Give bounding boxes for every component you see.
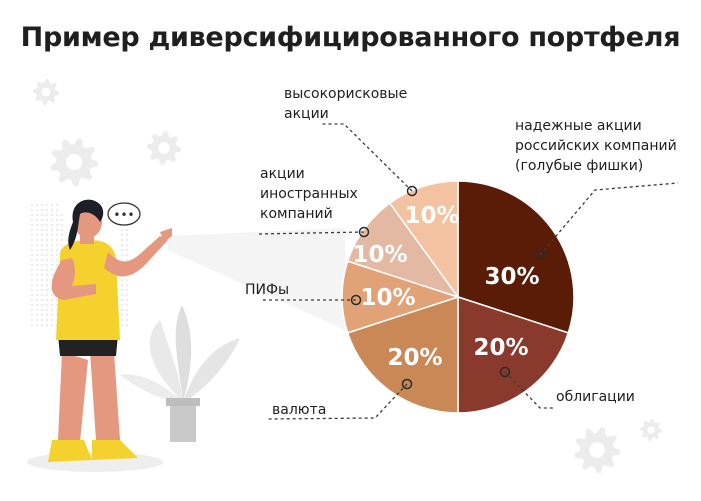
potted-plant	[120, 305, 240, 442]
slice-value-label-currency: 20%	[387, 345, 442, 371]
pie-slice-bonds	[457, 295, 570, 414]
gear-icon-left-mid	[147, 131, 181, 165]
leader-dot-high-risk-stocks	[406, 185, 418, 197]
leader-dot-currency	[401, 378, 413, 390]
leader-line-blue-chips	[539, 182, 679, 256]
pie-slice-funds	[341, 260, 461, 334]
slice-category-label-high-risk-stocks: высокорисковые акции	[284, 86, 407, 122]
gear-icon-bottom-right-small	[640, 419, 662, 441]
slice-category-label-bonds: облигации	[556, 389, 635, 405]
leader-dot-blue-chips	[534, 249, 546, 261]
leader-line-bonds	[504, 371, 553, 409]
slice-value-label-funds: 10%	[360, 285, 415, 311]
slice-category-label-funds: ПИФы	[245, 282, 289, 298]
gear-icon-bottom-right	[574, 427, 620, 473]
leader-dot-bonds	[499, 366, 511, 378]
slice-category-label-foreign-stocks: акции иностранных компаний	[260, 166, 358, 222]
slice-value-label-foreign-stocks: 10%	[352, 242, 407, 268]
leader-dot-foreign-stocks	[358, 226, 370, 238]
speech-bubble-dots: •••	[113, 208, 134, 222]
woman-illustration	[48, 199, 172, 462]
slice-category-label-blue-chips: надежные акции российских компаний (голубы…	[515, 118, 677, 174]
pie-slice-high-risk-stocks	[388, 180, 459, 300]
pie-slice-blue-chips	[457, 180, 575, 334]
leader-lines	[257, 123, 679, 420]
chart-title: Пример диверсифицированного портфеля	[20, 22, 681, 53]
gear-icon-left-large	[50, 138, 98, 186]
slice-category-label-currency: валюта	[272, 402, 326, 418]
slice-value-label-bonds: 20%	[473, 335, 528, 361]
gear-icon-top-left	[33, 79, 59, 105]
leader-line-high-risk-stocks	[322, 123, 413, 192]
slice-value-label-high-risk-stocks: 10%	[404, 203, 459, 229]
speech-bubble	[107, 202, 141, 226]
leader-dot-funds	[350, 294, 362, 306]
pie-slice-currency	[346, 295, 459, 414]
pie-chart	[341, 180, 575, 414]
pie-slice-foreign-stocks	[346, 202, 460, 299]
slice-labels: 30% надежные акции российских компаний (гол…	[245, 86, 677, 418]
pointer-beam	[168, 228, 345, 330]
slice-value-label-blue-chips: 30%	[484, 264, 539, 290]
